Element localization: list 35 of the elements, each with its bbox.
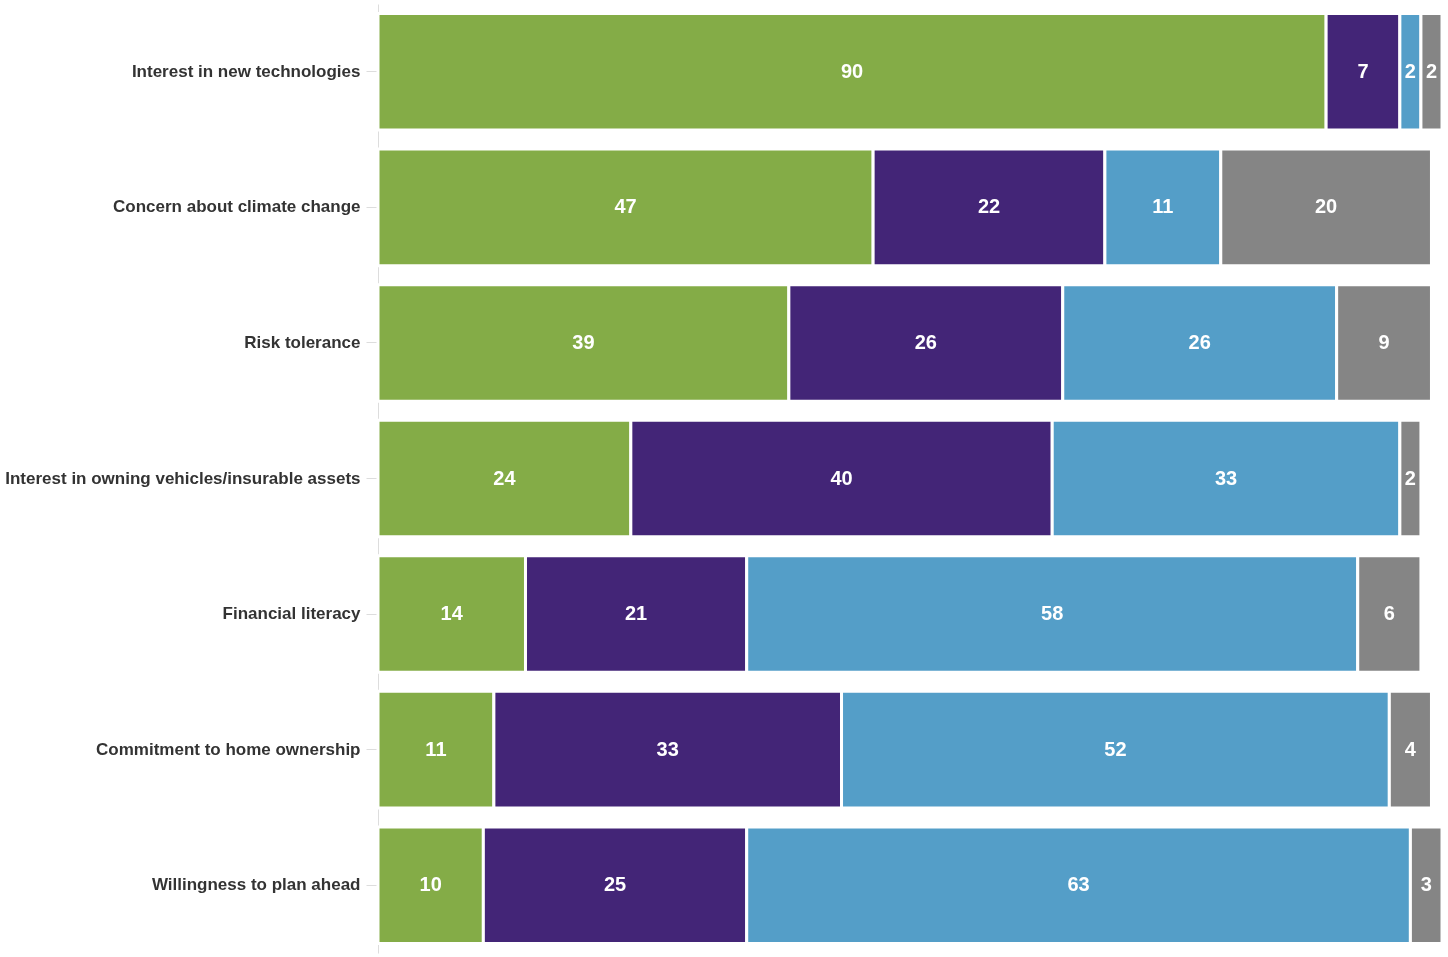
data-label: 22: [977, 195, 1001, 218]
data-label: 2: [1404, 59, 1416, 82]
data-label: 24: [493, 466, 517, 489]
data-label: 26: [914, 330, 937, 353]
data-label: 7: [1357, 59, 1369, 82]
y-tick-label: Commitment to home ownership: [96, 739, 361, 759]
y-tick-label: Willingness to plan ahead: [151, 875, 361, 895]
data-label: 10: [419, 873, 442, 896]
y-tick-label: Interest in new technologies: [131, 61, 361, 81]
data-label: 20: [1314, 195, 1338, 218]
data-label: 26: [1188, 330, 1211, 353]
data-label: 2: [1404, 466, 1416, 489]
data-label: 52: [1104, 737, 1127, 760]
y-tick-label: Interest in owning vehicles/insurable assets: [5, 468, 361, 488]
data-label: 2: [1425, 59, 1438, 82]
data-label: 90: [840, 59, 864, 82]
data-label: 58: [1041, 602, 1064, 625]
data-label: 11: [425, 737, 447, 760]
data-label: 33: [1214, 466, 1238, 489]
data-label: 21: [624, 602, 648, 625]
data-label: 25: [603, 873, 627, 896]
data-label: 4: [1404, 737, 1417, 760]
data-label: 9: [1378, 330, 1390, 353]
y-tick-label: Financial literacy: [222, 604, 362, 624]
data-label: 3: [1420, 873, 1432, 896]
data-label: 6: [1383, 602, 1395, 625]
data-label: 14: [440, 602, 464, 625]
data-label: 63: [1067, 873, 1090, 896]
data-label: 11: [1152, 195, 1174, 218]
data-label: 33: [656, 737, 679, 760]
y-tick-label: Risk tolerance: [244, 332, 361, 352]
data-label: 47: [614, 195, 637, 218]
y-tick-label: Concern about climate change: [113, 197, 361, 217]
data-label: 40: [830, 466, 853, 489]
data-label: 39: [572, 330, 595, 353]
